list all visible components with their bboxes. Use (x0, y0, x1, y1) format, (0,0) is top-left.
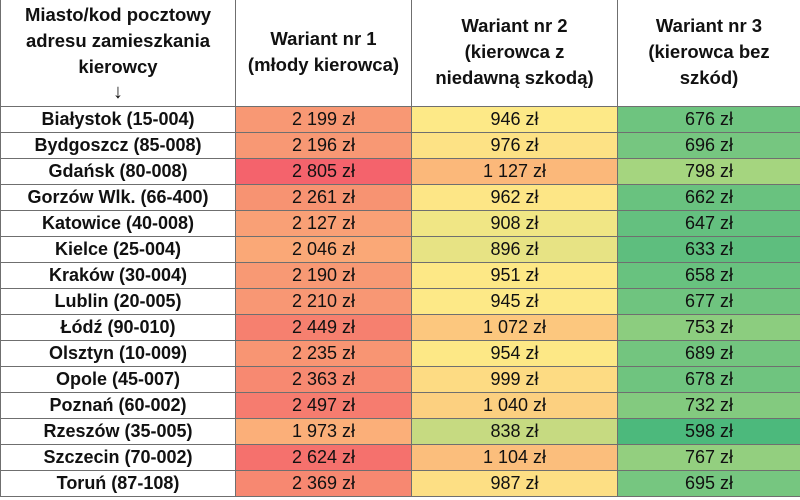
table-row: Kielce (25-004) 2 046 zł 896 zł 633 zł (0, 236, 800, 263)
cell-variant-1[interactable]: 2 210 zł (235, 288, 412, 315)
table-row: Białystok (15-004) 2 199 zł 946 zł 676 zł (0, 106, 800, 133)
table-row: Rzeszów (35-005) 1 973 zł 838 zł 598 zł (0, 418, 800, 445)
cell-variant-3[interactable]: 753 zł (617, 314, 800, 341)
cell-variant-1[interactable]: 2 235 zł (235, 340, 412, 367)
cell-city[interactable]: Gorzów Wlk. (66-400) (0, 184, 236, 211)
cell-city[interactable]: Szczecin (70-002) (0, 444, 236, 471)
column-header-variant-2[interactable]: Wariant nr 2 (kierowca z niedawną szkodą… (411, 0, 618, 107)
cell-variant-1[interactable]: 2 497 zł (235, 392, 412, 419)
cell-variant-2[interactable]: 908 zł (411, 210, 618, 237)
cell-variant-1[interactable]: 2 196 zł (235, 132, 412, 159)
cell-variant-3[interactable]: 676 zł (617, 106, 800, 133)
cell-city[interactable]: Toruń (87-108) (0, 470, 236, 497)
cell-variant-3[interactable]: 695 zł (617, 470, 800, 497)
header-v2-line-2: (kierowca z (464, 41, 565, 62)
cell-variant-3[interactable]: 696 zł (617, 132, 800, 159)
cell-variant-2[interactable]: 1 072 zł (411, 314, 618, 341)
table-row: Gdańsk (80-008) 2 805 zł 1 127 zł 798 zł (0, 158, 800, 185)
cell-variant-2[interactable]: 987 zł (411, 470, 618, 497)
cell-city[interactable]: Łódź (90-010) (0, 314, 236, 341)
table-row: Opole (45-007) 2 363 zł 999 zł 678 zł (0, 366, 800, 393)
cell-variant-2[interactable]: 976 zł (411, 132, 618, 159)
cell-variant-1[interactable]: 2 199 zł (235, 106, 412, 133)
cell-city[interactable]: Kielce (25-004) (0, 236, 236, 263)
arrow-down-icon: ↓ (113, 80, 123, 103)
cell-variant-1[interactable]: 2 190 zł (235, 262, 412, 289)
cell-variant-3[interactable]: 767 zł (617, 444, 800, 471)
table-row: Kraków (30-004) 2 190 zł 951 zł 658 zł (0, 262, 800, 289)
cell-variant-1[interactable]: 2 624 zł (235, 444, 412, 471)
header-city-line-3: kierowcy (78, 55, 158, 77)
cell-variant-1[interactable]: 2 261 zł (235, 184, 412, 211)
table-row: Toruń (87-108) 2 369 zł 987 zł 695 zł (0, 470, 800, 497)
header-v2-line-1: Wariant nr 2 (461, 15, 568, 36)
cell-city[interactable]: Kraków (30-004) (0, 262, 236, 289)
cell-variant-3[interactable]: 633 zł (617, 236, 800, 263)
cell-variant-3[interactable]: 662 zł (617, 184, 800, 211)
table-row: Katowice (40-008) 2 127 zł 908 zł 647 zł (0, 210, 800, 237)
cell-city[interactable]: Rzeszów (35-005) (0, 418, 236, 445)
cell-variant-3[interactable]: 689 zł (617, 340, 800, 367)
table-row: Szczecin (70-002) 2 624 zł 1 104 zł 767 zł (0, 444, 800, 471)
cell-variant-1[interactable]: 2 127 zł (235, 210, 412, 237)
cell-variant-3[interactable]: 647 zł (617, 210, 800, 237)
cell-variant-3[interactable]: 658 zł (617, 262, 800, 289)
cell-variant-1[interactable]: 2 369 zł (235, 470, 412, 497)
cell-variant-2[interactable]: 1 104 zł (411, 444, 618, 471)
header-v1-line-1: Wariant nr 1 (270, 28, 377, 49)
cell-variant-1[interactable]: 2 805 zł (235, 158, 412, 185)
header-v3-line-2: (kierowca bez (648, 41, 770, 62)
cell-variant-2[interactable]: 896 zł (411, 236, 618, 263)
header-city-line-2: adresu zamieszkania (25, 29, 211, 51)
cell-variant-2[interactable]: 951 zł (411, 262, 618, 289)
cell-city[interactable]: Bydgoszcz (85-008) (0, 132, 236, 159)
cell-variant-3[interactable]: 732 zł (617, 392, 800, 419)
table-row: Gorzów Wlk. (66-400) 2 261 zł 962 zł 662 zł (0, 184, 800, 211)
cell-city[interactable]: Gdańsk (80-008) (0, 158, 236, 185)
table-body: Białystok (15-004) 2 199 zł 946 zł 676 zł By… (0, 106, 800, 497)
cell-city[interactable]: Olsztyn (10-009) (0, 340, 236, 367)
cell-variant-2[interactable]: 1 127 zł (411, 158, 618, 185)
cell-variant-2[interactable]: 838 zł (411, 418, 618, 445)
cell-city[interactable]: Opole (45-007) (0, 366, 236, 393)
cell-city[interactable]: Poznań (60-002) (0, 392, 236, 419)
header-v2-line-3: niedawną szkodą) (435, 67, 594, 88)
column-header-variant-1[interactable]: Wariant nr 1 (młody kierowca) (235, 0, 412, 107)
cell-variant-1[interactable]: 2 449 zł (235, 314, 412, 341)
cell-variant-2[interactable]: 1 040 zł (411, 392, 618, 419)
cell-variant-3[interactable]: 798 zł (617, 158, 800, 185)
cell-variant-1[interactable]: 2 363 zł (235, 366, 412, 393)
cell-variant-1[interactable]: 1 973 zł (235, 418, 412, 445)
table-row: Lublin (20-005) 2 210 zł 945 zł 677 zł (0, 288, 800, 315)
cell-variant-3[interactable]: 677 zł (617, 288, 800, 315)
table-row: Bydgoszcz (85-008) 2 196 zł 976 zł 696 zł (0, 132, 800, 159)
cell-variant-2[interactable]: 999 zł (411, 366, 618, 393)
header-row: Miasto/kod pocztowy adresu zamieszkania … (0, 0, 800, 107)
cell-variant-3[interactable]: 678 zł (617, 366, 800, 393)
cell-variant-2[interactable]: 962 zł (411, 184, 618, 211)
header-v3-line-1: Wariant nr 3 (655, 15, 763, 36)
cell-city[interactable]: Białystok (15-004) (0, 106, 236, 133)
header-city-line-1: Miasto/kod pocztowy (24, 3, 212, 25)
column-header-city[interactable]: Miasto/kod pocztowy adresu zamieszkania … (0, 0, 236, 107)
cell-variant-2[interactable]: 945 zł (411, 288, 618, 315)
table-row: Łódź (90-010) 2 449 zł 1 072 zł 753 zł (0, 314, 800, 341)
header-v3-line-3: szkód) (679, 67, 739, 88)
table-row: Poznań (60-002) 2 497 zł 1 040 zł 732 zł (0, 392, 800, 419)
cell-variant-2[interactable]: 946 zł (411, 106, 618, 133)
cell-variant-3[interactable]: 598 zł (617, 418, 800, 445)
column-header-variant-3[interactable]: Wariant nr 3 (kierowca bez szkód) (617, 0, 800, 107)
cell-city[interactable]: Katowice (40-008) (0, 210, 236, 237)
table-row: Olsztyn (10-009) 2 235 zł 954 zł 689 zł (0, 340, 800, 367)
cell-city[interactable]: Lublin (20-005) (0, 288, 236, 315)
header-v1-line-2: (młody kierowca) (247, 54, 400, 75)
cell-variant-1[interactable]: 2 046 zł (235, 236, 412, 263)
cell-variant-2[interactable]: 954 zł (411, 340, 618, 367)
